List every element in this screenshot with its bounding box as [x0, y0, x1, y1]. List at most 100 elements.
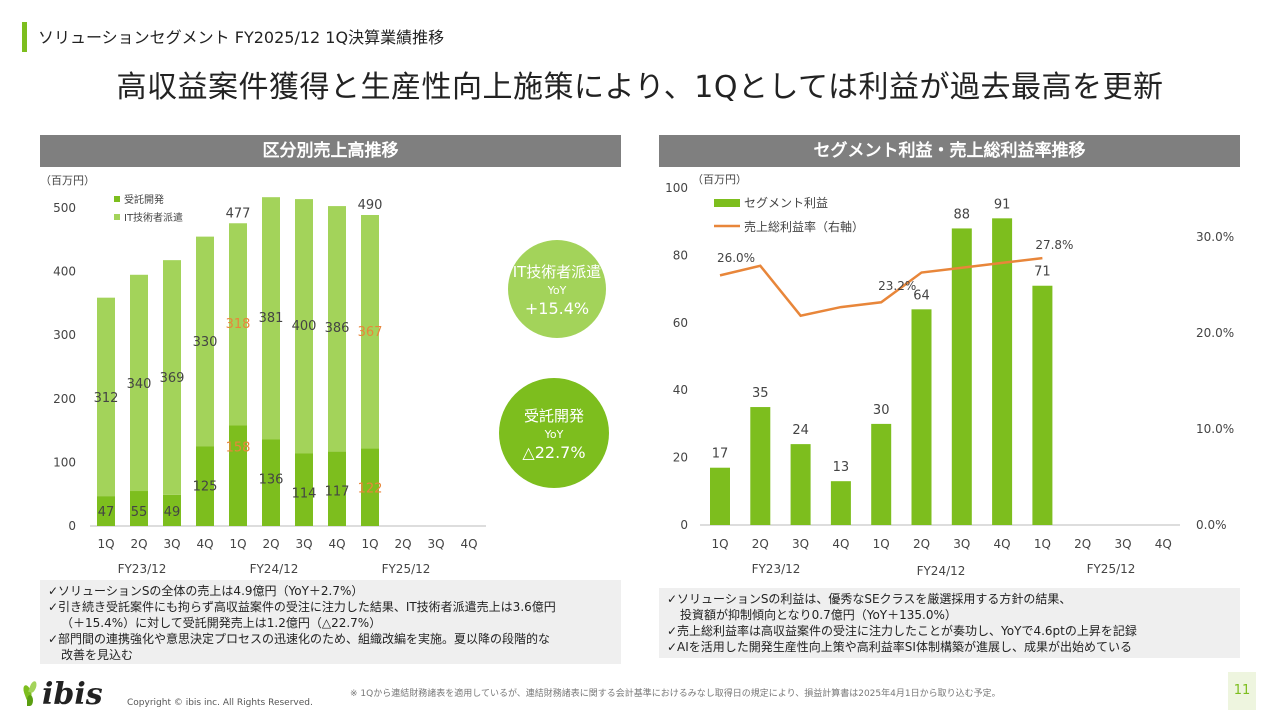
data-label-contract-dev: 117 — [325, 485, 350, 500]
x-tick-label: 3Q — [1114, 537, 1131, 551]
note-line: （＋15.4%）に対して受託開発売上は1.2億円（△22.7%） — [61, 616, 382, 630]
bar-contract-dev — [328, 451, 346, 526]
data-label-contract-dev: 47 — [98, 505, 115, 520]
x-tick-label: 4Q — [832, 537, 849, 551]
x-tick-label: 2Q — [130, 537, 147, 551]
x-tick-label: 3Q — [295, 537, 312, 551]
x-tick-label: 2Q — [262, 537, 279, 551]
y2-tick-label: 30.0% — [1196, 230, 1234, 244]
leaf-icon — [21, 680, 38, 707]
data-label-it-dispatch: 386 — [325, 321, 350, 336]
note-line: ✓ソリューションSの利益は、優秀なSEクラスを厳選採用する方針の結果、 — [667, 592, 1072, 606]
x-tick-label: 4Q — [1155, 537, 1172, 551]
section-title: ソリューションセグメント FY2025/12 1Q決算業績推移 — [38, 28, 445, 47]
x-group-label: FY23/12 — [118, 562, 167, 576]
bubble-title: 受託開発 — [523, 406, 584, 425]
it-dispatch-yoy-bubble: IT技術者派遣 YoY +15.4% — [508, 240, 606, 338]
data-label-total: 490 — [358, 198, 383, 213]
left-panel-header: 区分別売上高推移 — [40, 135, 621, 167]
data-label-contract-dev: 122 — [358, 481, 383, 496]
data-label-it-dispatch: 330 — [193, 335, 218, 350]
bar-contract-dev — [196, 446, 214, 526]
x-tick-label: 1Q — [873, 537, 890, 551]
title-accent-bar — [22, 22, 27, 52]
y-tick-label: 100 — [665, 181, 688, 195]
x-group-label: FY23/12 — [752, 562, 801, 576]
bar-contract-dev — [163, 494, 181, 526]
data-label-it-dispatch: 367 — [358, 325, 383, 340]
data-label-contract-dev: 136 — [259, 473, 284, 488]
data-label-segment-profit: 24 — [792, 423, 809, 438]
x-tick-label: 1Q — [229, 537, 246, 551]
bar-contract-dev — [130, 491, 148, 526]
note-line: 改善を見込む — [61, 648, 134, 662]
data-label-segment-profit: 30 — [873, 403, 890, 418]
data-label-it-dispatch: 369 — [160, 371, 185, 386]
x-tick-label: 2Q — [913, 537, 930, 551]
x-tick-label: 3Q — [163, 537, 180, 551]
data-label-it-dispatch: 381 — [259, 311, 284, 326]
bar-segment-profit — [830, 481, 851, 525]
note-line: 投資額が抑制傾向となり0.7億円（YoY＋135.0%） — [680, 608, 957, 622]
x-tick-label: 2Q — [394, 537, 411, 551]
x-group-label: FY25/12 — [1087, 562, 1136, 576]
x-tick-label: 3Q — [953, 537, 970, 551]
note-line: ✓AIを活用した開発生産性向上策や高利益率SI体制構築が進展し、成果が出始めてい… — [667, 640, 1132, 654]
x-tick-label: 4Q — [328, 537, 345, 551]
legend-label-segment-profit: セグメント利益 — [744, 196, 828, 210]
y2-tick-label: 10.0% — [1196, 422, 1234, 436]
x-tick-label: 2Q — [1074, 537, 1091, 551]
x-tick-label: 1Q — [97, 537, 114, 551]
x-tick-label: 1Q — [711, 537, 728, 551]
x-tick-label: 4Q — [994, 537, 1011, 551]
data-label-contract-dev: 49 — [164, 505, 181, 520]
x-group-label: FY24/12 — [250, 562, 299, 576]
y2-tick-label: 0.0% — [1196, 518, 1227, 532]
bar-it-dispatch — [229, 223, 247, 426]
data-label-contract-dev: 114 — [292, 486, 317, 501]
data-label-it-dispatch: 400 — [292, 319, 317, 334]
bar-it-dispatch — [97, 297, 115, 497]
y-tick-label: 0 — [680, 518, 688, 532]
bar-segment-profit — [790, 444, 811, 525]
y-tick-label: 20 — [673, 451, 688, 465]
legend-swatch-segment-profit — [714, 199, 740, 207]
x-tick-label: 4Q — [196, 537, 213, 551]
data-label-gross-margin: 26.0% — [717, 251, 755, 265]
data-label-it-dispatch: 312 — [94, 391, 119, 406]
data-label-total: 477 — [226, 206, 251, 221]
bar-contract-dev — [262, 439, 280, 526]
data-label-gross-margin: 27.8% — [1035, 238, 1073, 252]
bar-it-dispatch — [130, 274, 148, 492]
right-panel-header: セグメント利益・売上総利益率推移 — [659, 135, 1240, 167]
bar-segment-profit — [992, 218, 1013, 525]
page-number: 11 — [1228, 672, 1256, 710]
data-label-segment-profit: 71 — [1034, 265, 1051, 280]
data-label-contract-dev: 55 — [131, 505, 148, 520]
data-label-segment-profit: 17 — [712, 447, 729, 462]
x-tick-label: 4Q — [460, 537, 477, 551]
data-label-segment-profit: 91 — [994, 197, 1011, 212]
bubble-yoy-label: YoY — [547, 283, 567, 297]
bubble-value: +15.4% — [524, 298, 590, 318]
data-label-segment-profit: 88 — [954, 207, 971, 222]
x-tick-label: 1Q — [1034, 537, 1051, 551]
bar-segment-profit — [710, 467, 730, 525]
y-tick-label: 100 — [53, 455, 76, 469]
bubble-yoy-label: YoY — [544, 427, 564, 441]
data-label-it-dispatch: 340 — [127, 377, 152, 392]
bar-segment-profit — [871, 423, 892, 525]
footnote: ※ 1Qから連結財務諸表を適用しているが、連結財務諸表に関する会計基準におけるみ… — [350, 689, 1001, 699]
bar-it-dispatch — [328, 206, 346, 452]
x-tick-label: 2Q — [752, 537, 769, 551]
y-tick-label: 500 — [53, 201, 76, 215]
bar-segment-profit — [911, 309, 932, 525]
note-line: ✓売上総利益率は高収益案件の受注に注力したことが奏功し、YoYで4.6ptの上昇… — [667, 624, 1137, 638]
note-line: ✓部門間の連携強化や意思決定プロセスの迅速化のため、組織改編を実施。夏以降の段階… — [48, 632, 551, 646]
left-notes: ✓ソリューションSの全体の売上は4.9億円（YoY＋2.7%） ✓引き続き受託案… — [40, 580, 621, 664]
legend-label-it-dispatch: IT技術者派遣 — [124, 211, 183, 224]
company-logo: ibis — [21, 676, 103, 712]
data-label-segment-profit: 64 — [913, 288, 930, 303]
logo-text: ibis — [42, 676, 103, 712]
